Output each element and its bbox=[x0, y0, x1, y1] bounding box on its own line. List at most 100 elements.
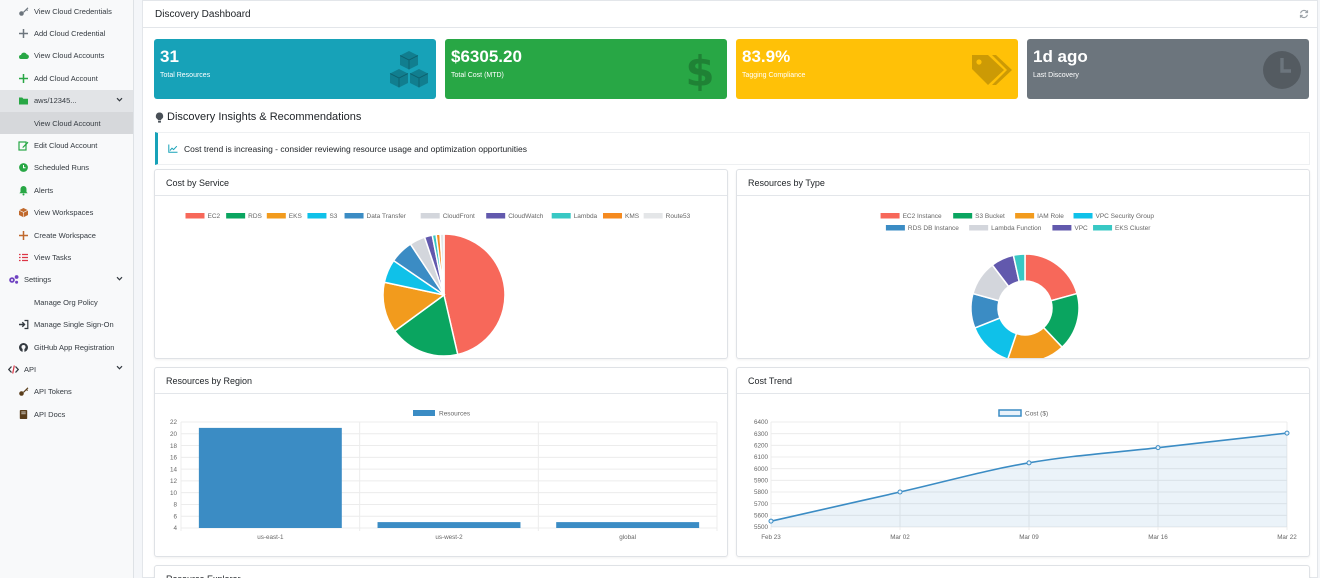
y-tick-label: 4 bbox=[173, 525, 177, 532]
stat-card-last-discovery: 1d ago Last Discovery bbox=[1027, 39, 1309, 99]
legend-label-lambda-function: Lambda Function bbox=[991, 225, 1042, 232]
plus-icon bbox=[18, 73, 29, 84]
card-title: Resources by Region bbox=[155, 368, 727, 394]
tasks-icon bbox=[18, 252, 29, 263]
legend-label-iam-role: IAM Role bbox=[1037, 213, 1064, 220]
legend-label-eks-cluster: EKS Cluster bbox=[1115, 225, 1151, 232]
sidebar-item-edit-cloud-account[interactable]: Edit Cloud Account bbox=[0, 134, 133, 156]
legend-label-cloudfront: CloudFront bbox=[443, 213, 475, 220]
sidebar-item-manage-single-sign-on[interactable]: Manage Single Sign-On bbox=[0, 313, 133, 335]
sidebar-item-label: View Tasks bbox=[34, 252, 72, 262]
card-title: Resources by Type bbox=[737, 170, 1309, 196]
legend-label-lambda: Lambda bbox=[574, 213, 598, 220]
box-icon bbox=[18, 207, 29, 218]
x-tick-label: Mar 09 bbox=[1019, 534, 1039, 541]
sidebar-item-aws-12345[interactable]: aws/12345... bbox=[0, 89, 133, 112]
y-tick-label: 5500 bbox=[754, 524, 769, 531]
gears-icon bbox=[8, 274, 19, 285]
legend-label-vpc-security-group: VPC Security Group bbox=[1096, 213, 1155, 220]
x-tick-label: global bbox=[619, 534, 636, 541]
point-mar-22 bbox=[1284, 430, 1290, 436]
key-icon bbox=[18, 386, 29, 397]
key-icon bbox=[18, 6, 29, 17]
chevron-down-icon[interactable] bbox=[116, 275, 123, 284]
legend-swatch-s3 bbox=[307, 213, 327, 219]
slice-iam-role bbox=[1007, 326, 1064, 358]
chevron-down-icon[interactable] bbox=[116, 96, 123, 105]
sidebar-item-github-app-registration[interactable]: GitHub App Registration bbox=[0, 336, 133, 358]
legend-label-data-transfer: Data Transfer bbox=[367, 213, 407, 220]
stat-card-total-resources: 31 Total Resources bbox=[154, 39, 436, 99]
sidebar-item-scheduled-runs[interactable]: Scheduled Runs bbox=[0, 157, 133, 179]
y-tick-label: 14 bbox=[170, 466, 178, 473]
sidebar-item-view-tasks[interactable]: View Tasks bbox=[0, 246, 133, 268]
legend-label-cloudwatch: CloudWatch bbox=[508, 213, 544, 220]
legend-label-rds-db-instance: RDS DB Instance bbox=[908, 225, 959, 232]
stat-value: $6305.20 bbox=[451, 47, 522, 66]
legend-label-s3-bucket: S3 Bucket bbox=[975, 213, 1005, 220]
legend-label-cost: Cost ($) bbox=[1025, 411, 1048, 418]
sidebar-item-label: View Cloud Accounts bbox=[34, 51, 105, 61]
sidebar-item-view-cloud-credentials[interactable]: View Cloud Credentials bbox=[0, 0, 133, 22]
sidebar-item-settings[interactable]: Settings bbox=[0, 269, 133, 291]
bar-us-west-2 bbox=[377, 522, 521, 528]
sidebar-item-add-cloud-credential[interactable]: Add Cloud Credential bbox=[0, 22, 133, 44]
sidebar-item-label: View Cloud Credentials bbox=[34, 6, 112, 16]
y-tick-label: 6100 bbox=[754, 454, 769, 461]
legend-swatch-resources bbox=[413, 410, 435, 416]
folder-icon bbox=[18, 95, 29, 106]
y-tick-label: 6 bbox=[173, 513, 177, 520]
sidebar-item-api-docs[interactable]: API Docs bbox=[0, 403, 133, 425]
bar-us-east-1 bbox=[198, 427, 342, 528]
y-tick-label: 8 bbox=[173, 502, 177, 509]
dollar-icon: $ bbox=[685, 49, 714, 91]
sidebar-item-api-tokens[interactable]: API Tokens bbox=[0, 381, 133, 403]
legend-label-s3: S3 bbox=[329, 213, 337, 220]
legend-label-ec2: EC2 bbox=[208, 213, 221, 220]
chevron-down-icon[interactable] bbox=[116, 364, 123, 373]
card-title: Cost Trend bbox=[737, 368, 1309, 394]
sidebar-item-manage-org-policy[interactable]: Manage Org Policy bbox=[0, 291, 133, 313]
resources-by-region-card: Resources by Region Resources 4 6 8 10 12 14 16… bbox=[154, 367, 728, 557]
point-feb-23 bbox=[768, 518, 774, 524]
legend-swatch-cost bbox=[998, 409, 1022, 417]
tags-icon bbox=[972, 55, 1012, 85]
point-mar-16 bbox=[1155, 445, 1161, 451]
y-tick-label: 16 bbox=[170, 455, 178, 462]
sidebar-item-view-cloud-accounts[interactable]: View Cloud Accounts bbox=[0, 45, 133, 67]
slice-eks-cluster bbox=[1012, 253, 1026, 283]
sidebar-item-add-cloud-account[interactable]: Add Cloud Account bbox=[0, 67, 133, 89]
legend-label-resources: Resources bbox=[439, 411, 471, 418]
sidebar-item-label: Alerts bbox=[34, 185, 54, 195]
sidebar-item-create-workspace[interactable]: Create Workspace bbox=[0, 224, 133, 246]
legend-label-vpc: VPC bbox=[1074, 225, 1088, 232]
refresh-icon[interactable] bbox=[1299, 9, 1309, 19]
legend-swatch-kms bbox=[603, 213, 622, 219]
sidebar-item-view-cloud-account[interactable]: View Cloud Account bbox=[0, 111, 133, 135]
discovery-dashboard: Discovery Dashboard 31 Total Resources $63… bbox=[142, 0, 1318, 578]
bar-global bbox=[556, 522, 700, 528]
y-tick-label: 22 bbox=[170, 419, 178, 426]
sidebar-item-alerts[interactable]: Alerts bbox=[0, 179, 133, 201]
sidebar-item-label: Add Cloud Credential bbox=[34, 29, 106, 39]
stat-label: Total Cost (MTD) bbox=[451, 72, 504, 79]
point-mar-02 bbox=[897, 489, 903, 495]
sidebar-item-label: Manage Org Policy bbox=[34, 297, 98, 307]
stat-label: Tagging Compliance bbox=[742, 72, 806, 79]
y-tick-label: 6300 bbox=[754, 431, 769, 438]
sidebar-item-view-workspaces[interactable]: View Workspaces bbox=[0, 202, 133, 224]
chart-line-icon bbox=[168, 144, 178, 153]
legend-swatch-route53 bbox=[643, 213, 663, 219]
sidebar-item-label: Settings bbox=[24, 275, 52, 285]
legend-swatch-data-transfer bbox=[344, 213, 364, 219]
sidebar-item-label: API Tokens bbox=[34, 387, 72, 397]
y-tick-label: 10 bbox=[170, 490, 178, 497]
legend-label-kms: KMS bbox=[625, 213, 640, 220]
sidebar-item-label: Add Cloud Account bbox=[34, 73, 98, 83]
legend-swatch-ec2-instance bbox=[880, 213, 900, 219]
legend-swatch-iam-role bbox=[1015, 213, 1035, 219]
x-tick-label: Mar 16 bbox=[1148, 534, 1168, 541]
y-tick-label: 5900 bbox=[754, 478, 769, 485]
legend-swatch-s3-bucket bbox=[953, 213, 973, 219]
sidebar-item-api[interactable]: API bbox=[0, 358, 133, 380]
